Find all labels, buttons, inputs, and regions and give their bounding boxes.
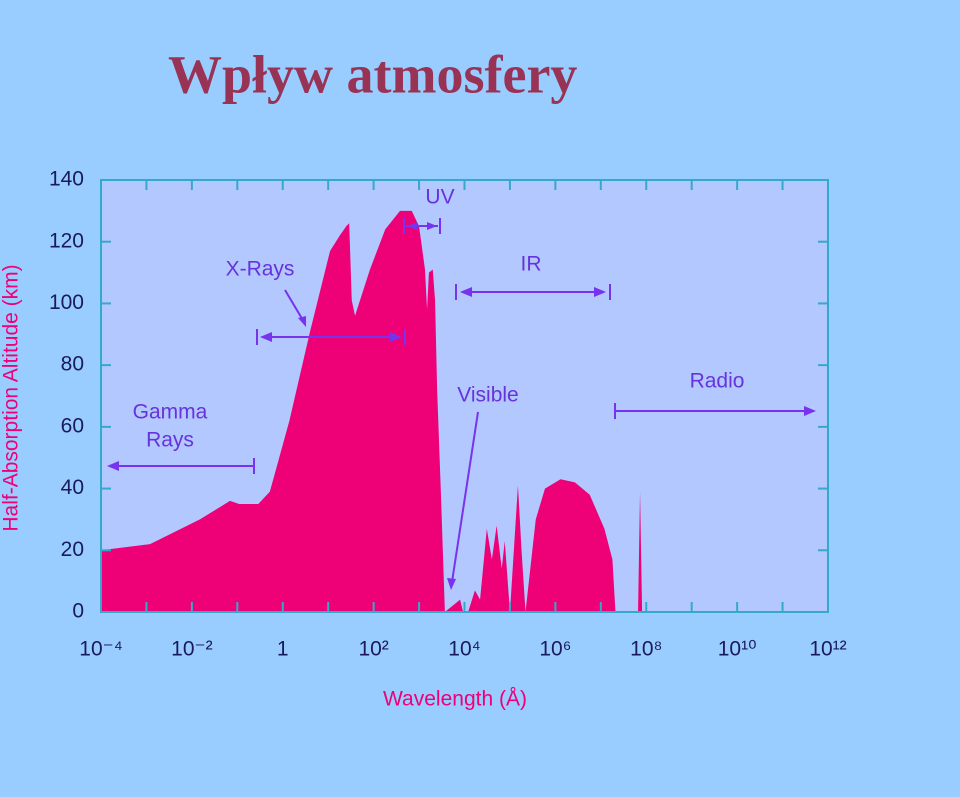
arrow-head	[260, 332, 272, 342]
annotation: Rays	[146, 429, 194, 452]
y-tick-label: 20	[61, 538, 84, 561]
chart	[100, 179, 829, 613]
x-tick-label: 10⁻²	[171, 638, 212, 661]
arrow-head	[407, 222, 417, 230]
area	[101, 210, 828, 613]
y-tick-label: 80	[61, 353, 84, 376]
x-tick-label: 10²	[358, 638, 388, 661]
pointer	[451, 411, 479, 583]
annotations: Gamma Rays X-Rays UV Visible IR Radio	[107, 186, 816, 590]
annotation: IR	[521, 253, 542, 276]
pointer	[284, 289, 305, 323]
y-tick-label: 40	[61, 476, 84, 499]
arrow-head	[107, 461, 119, 471]
annotation: Gamma	[133, 401, 208, 424]
annotation: Radio	[690, 370, 745, 393]
annotation: UV	[425, 186, 454, 209]
page-title: Wpływ atmosfery	[168, 44, 577, 104]
x-tick-label: 10⁴	[448, 638, 480, 661]
y-axis-title: Half-Absorption Altitude (km)	[0, 264, 23, 531]
x-tick-label: 10¹⁰	[718, 638, 757, 661]
x-tick-label: 10⁸	[630, 638, 662, 661]
annotation: Visible	[457, 384, 518, 407]
arrow-head	[298, 316, 306, 327]
x-tick-label: 1	[277, 638, 289, 661]
arrow-head	[460, 287, 472, 297]
y-tick-label: 0	[72, 600, 84, 623]
y-tick-label: 120	[49, 229, 84, 252]
arrow-head	[390, 332, 402, 342]
arrow-head	[594, 287, 606, 297]
x-tick-label: 10⁶	[539, 638, 571, 661]
arrow-head	[427, 222, 437, 230]
annotation: X-Rays	[226, 258, 295, 281]
arrow-head	[804, 406, 816, 416]
arrow-head	[447, 578, 456, 590]
y-tick-label: 140	[49, 168, 84, 191]
y-tick-label: 60	[61, 414, 84, 437]
y-tick-label: 100	[49, 291, 84, 314]
x-tick-label: 10¹²	[809, 638, 846, 661]
x-tick-label: 10⁻⁴	[79, 638, 122, 661]
x-axis-title: Wavelength (Å)	[383, 688, 527, 711]
